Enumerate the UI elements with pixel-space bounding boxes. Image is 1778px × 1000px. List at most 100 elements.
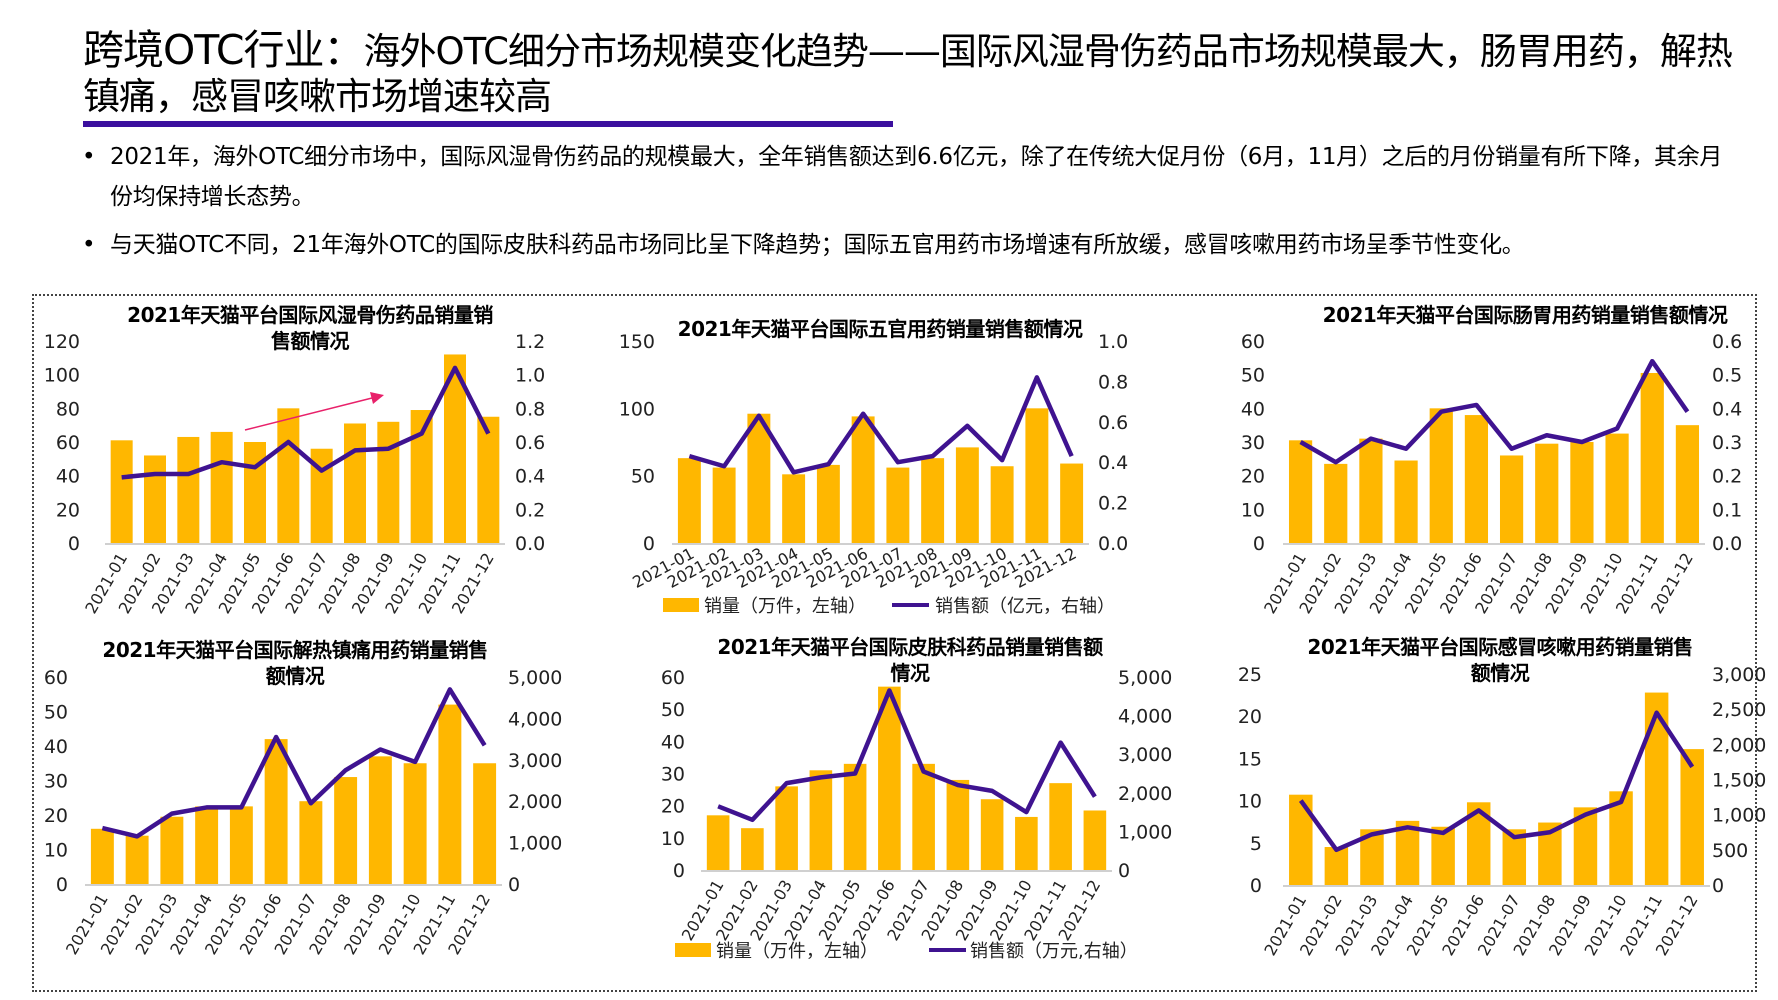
chart-bar: [1359, 438, 1383, 543]
chart-bar: [1644, 692, 1669, 885]
chart-bar: [1499, 455, 1524, 543]
y-right-tick-label: 2,000: [1118, 783, 1172, 805]
chart-title: 2021年天猫平台国际肠胃用药销量销售额情况: [1322, 303, 1728, 327]
chart-bar: [712, 467, 736, 543]
y-right-tick-label: 3,000: [1118, 744, 1172, 766]
chart-bar: [1015, 816, 1038, 870]
chart-bar: [990, 466, 1014, 543]
y-left-tick-label: 25: [1238, 664, 1262, 686]
chart-bar: [244, 442, 266, 543]
y-left-tick-label: 40: [56, 466, 80, 488]
legend-bar-label: 销量（万件，左轴）: [716, 941, 878, 962]
y-right-tick-label: 2,000: [508, 791, 562, 813]
chart-bar: [747, 413, 771, 543]
chart-bar: [264, 739, 288, 884]
chart-bar: [377, 421, 400, 543]
y-left-tick-label: 0: [1253, 533, 1265, 555]
y-right-tick-label: 2,500: [1712, 699, 1766, 721]
chart-line-series: [121, 365, 491, 480]
chart-bar: [334, 777, 358, 884]
y-right-tick-label: 0.4: [1098, 452, 1128, 474]
chart-bar: [1573, 807, 1598, 885]
y-left-tick-label: 100: [619, 398, 655, 420]
y-right-tick-label: 0: [1118, 860, 1130, 882]
y-right-tick-label: 3,000: [508, 750, 562, 772]
chart-bar: [1395, 820, 1420, 885]
chart-bar: [195, 806, 219, 884]
y-left-tick-label: 20: [44, 805, 68, 827]
chart-bar: [368, 756, 392, 884]
y-left-tick-label: 50: [631, 466, 655, 488]
y-left-tick-label: 30: [661, 764, 685, 786]
y-left-tick-label: 10: [661, 828, 685, 850]
bullet-text: 2021年，海外OTC细分市场中，国际风湿骨伤药品的规模最大，全年销售额达到6.…: [110, 144, 1723, 210]
y-right-tick-label: 0.3: [1712, 432, 1742, 454]
chart-bar: [1060, 463, 1084, 543]
y-right-tick-label: 0.6: [515, 432, 545, 454]
chart-bar: [851, 416, 875, 543]
chart-bar: [921, 458, 945, 543]
chart-bar: [706, 815, 730, 870]
chart-bar: [1640, 372, 1664, 543]
y-left-tick-label: 100: [44, 365, 80, 387]
y-right-tick-label: 0.2: [1098, 493, 1128, 515]
chart-bar: [1675, 425, 1700, 543]
y-right-tick-label: 1.0: [515, 365, 545, 387]
y-left-tick-label: 60: [56, 432, 80, 454]
y-left-tick-label: 30: [1241, 432, 1265, 454]
chart-bar: [1083, 810, 1107, 870]
chart-bar: [912, 763, 935, 870]
bullet-item: • 2021年，海外OTC细分市场中，国际风湿骨伤药品的规模最大，全年销售额达到…: [82, 137, 1742, 217]
chart-bar: [775, 786, 798, 870]
chart-bar: [1324, 847, 1349, 885]
y-right-tick-label: 1.0: [1098, 331, 1128, 353]
y-left-tick-label: 80: [56, 398, 80, 420]
y-left-tick-label: 50: [661, 699, 685, 721]
chart-bar: [1360, 829, 1384, 885]
chart-bar: [1429, 408, 1453, 543]
y-right-tick-label: 5,000: [1118, 667, 1172, 689]
y-right-tick-label: 0.4: [1712, 398, 1742, 420]
y-right-tick-label: 1,000: [1118, 821, 1172, 843]
y-left-tick-label: 60: [1241, 331, 1265, 353]
chart-title: 2021年天猫平台国际感冒咳嗽用药销量销售额情况: [1307, 635, 1693, 685]
chart-bar: [1605, 433, 1629, 543]
chart-bar: [90, 828, 114, 884]
chart-bar: [160, 816, 184, 884]
y-left-tick-label: 0: [643, 533, 655, 555]
chart-bar: [816, 464, 840, 543]
chart-bar: [1535, 443, 1559, 543]
y-right-tick-label: 4,000: [1118, 706, 1172, 728]
y-right-tick-label: 0.6: [1098, 412, 1128, 434]
y-left-tick-label: 15: [1238, 748, 1262, 770]
bullet-dot: •: [82, 144, 96, 170]
y-left-tick-label: 30: [44, 771, 68, 793]
chart-bar: [277, 408, 300, 543]
trend-arrow-icon: [244, 397, 373, 431]
y-right-tick-label: 0.5: [1712, 365, 1742, 387]
y-left-tick-label: 20: [1238, 706, 1262, 728]
legend-line-label: 销售额（万元,右轴）: [970, 941, 1138, 962]
y-right-tick-label: 4,000: [508, 708, 562, 730]
chart-bar: [110, 440, 133, 543]
y-left-tick-label: 10: [1238, 791, 1262, 813]
chart-line-series: [101, 687, 487, 839]
chart-bar: [344, 423, 366, 543]
chart-bar: [677, 458, 701, 543]
y-right-tick-label: 0.0: [1098, 533, 1128, 555]
y-right-tick-label: 1.2: [515, 331, 545, 353]
y-left-tick-label: 50: [1241, 365, 1265, 387]
chart-line-series: [1299, 358, 1690, 465]
chart-bar: [299, 801, 323, 884]
chart-bar: [980, 799, 1004, 870]
y-left-tick-label: 0: [673, 860, 685, 882]
chart-bar: [438, 704, 462, 884]
bullet-text: 与天猫OTC不同，21年海外OTC的国际皮肤科药品市场同比呈下降趋势；国际五官用…: [110, 232, 1525, 258]
y-right-tick-label: 0.0: [1712, 533, 1742, 555]
bullet-dot: •: [82, 232, 96, 258]
chart-bar: [843, 763, 867, 870]
y-right-tick-label: 0.4: [515, 466, 545, 488]
y-left-tick-label: 10: [44, 840, 68, 862]
chart-bar: [1289, 794, 1313, 885]
